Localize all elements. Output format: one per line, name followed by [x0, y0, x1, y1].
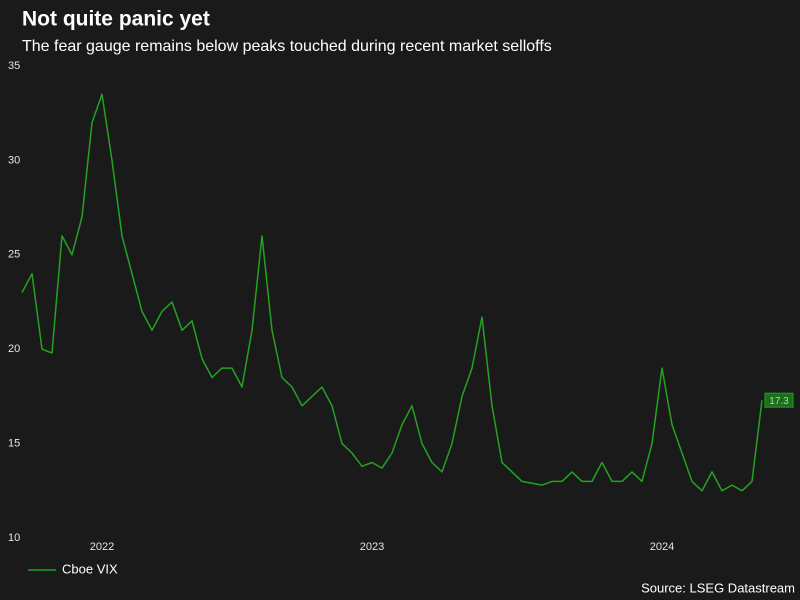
end-value-label: 17.3: [769, 396, 789, 407]
x-tick-label: 2024: [650, 541, 674, 553]
y-tick-label: 15: [8, 438, 20, 450]
x-tick-label: 2022: [90, 541, 114, 553]
legend-label: Cboe VIX: [62, 561, 118, 576]
vix-line: [21, 93, 763, 492]
source: Source: LSEG Datastream: [641, 580, 795, 595]
y-tick-label: 25: [8, 249, 20, 261]
chart-subtitle: The fear gauge remains below peaks touch…: [22, 38, 552, 55]
y-tick-label: 20: [8, 343, 20, 355]
chart-title: Not quite panic yet: [22, 8, 210, 31]
end-label-box: [764, 392, 794, 408]
y-tick-label: 10: [8, 532, 20, 544]
x-tick-label: 2023: [360, 541, 384, 553]
y-tick-label: 30: [8, 154, 20, 166]
y-tick-label: 35: [8, 60, 20, 72]
